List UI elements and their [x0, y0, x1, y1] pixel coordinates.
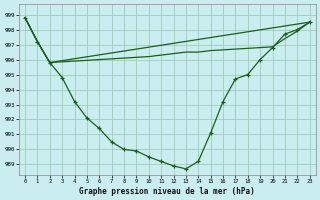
X-axis label: Graphe pression niveau de la mer (hPa): Graphe pression niveau de la mer (hPa)	[79, 187, 255, 196]
